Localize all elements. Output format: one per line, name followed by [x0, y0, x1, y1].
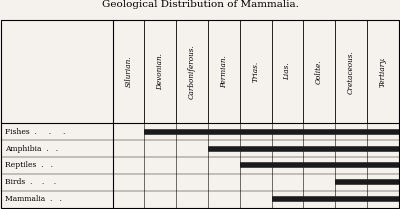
Text: Trias.: Trias.: [252, 61, 260, 82]
Text: Lias.: Lias.: [283, 63, 291, 80]
Text: Fishes  .     .     .: Fishes . . .: [5, 128, 66, 136]
Text: Oolite.: Oolite.: [315, 59, 323, 84]
Text: Reptiles  .   .: Reptiles . .: [5, 161, 53, 169]
Text: Silurian.: Silurian.: [124, 56, 132, 87]
Text: Permian.: Permian.: [220, 55, 228, 88]
Text: Cretaceous.: Cretaceous.: [347, 50, 355, 93]
Text: Tertiary.: Tertiary.: [379, 56, 387, 87]
Text: Birds  .    .    .: Birds . . .: [5, 178, 56, 186]
Text: Carboniferous.: Carboniferous.: [188, 44, 196, 99]
Text: Devonian.: Devonian.: [156, 53, 164, 90]
Text: Geological Distribution of Mammalia.: Geological Distribution of Mammalia.: [102, 0, 298, 9]
Text: Amphibia  .   .: Amphibia . .: [5, 145, 58, 153]
Text: Mammalia  .   .: Mammalia . .: [5, 195, 62, 203]
